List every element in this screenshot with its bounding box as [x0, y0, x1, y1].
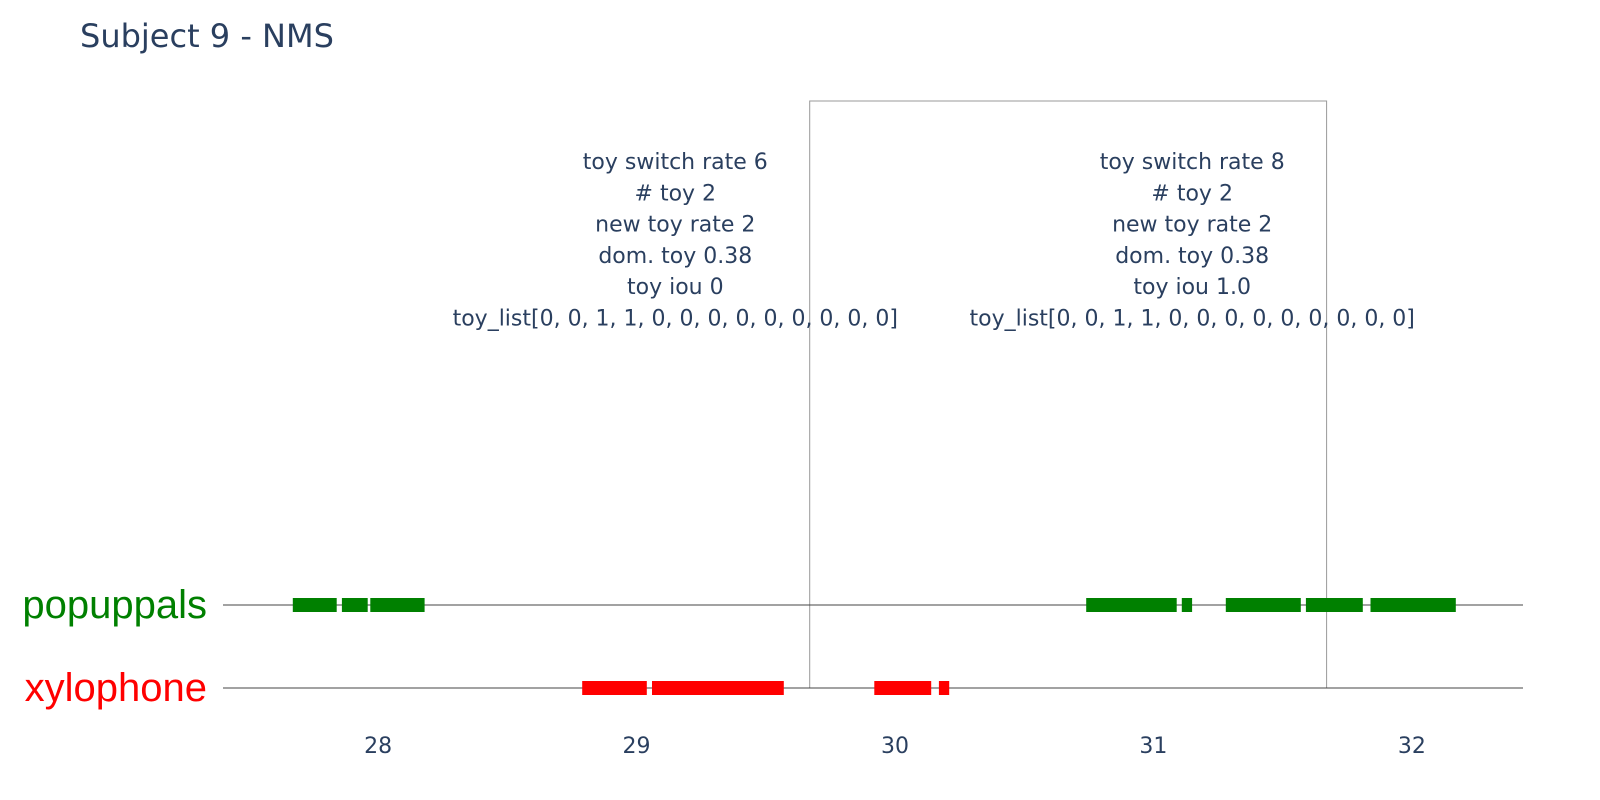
segment-popuppals-5	[1225, 598, 1301, 612]
segment-popuppals-7	[1370, 598, 1456, 612]
segment-xylophone-3	[938, 681, 950, 695]
segment-xylophone-0	[582, 681, 647, 695]
annotation-0: toy switch rate 6 # toy 2 new toy rate 2 do…	[453, 150, 898, 332]
row-label-popuppals: popuppals	[22, 583, 207, 627]
annotation-0-line-5: toy_list[0, 0, 1, 1, 0, 0, 0, 0, 0, 0, 0…	[453, 307, 898, 332]
annotation-0-line-2: new toy rate 2	[595, 213, 755, 238]
x-tick-label-31: 31	[1139, 734, 1167, 759]
annotation-1-line-1: # toy 2	[1151, 181, 1233, 206]
annotation-1: toy switch rate 8 # toy 2 new toy rate 2 do…	[970, 150, 1415, 332]
annotation-1-line-2: new toy rate 2	[1112, 213, 1272, 238]
annotation-1-line-4: toy iou 1.0	[1133, 275, 1251, 300]
segment-popuppals-1	[341, 598, 368, 612]
row-labels: popuppals xylophone	[22, 583, 207, 710]
annotation-0-line-1: # toy 2	[635, 181, 717, 206]
annotation-0-line-4: toy iou 0	[627, 275, 724, 300]
segment-popuppals-2	[370, 598, 425, 612]
chart-title: Subject 9 - NMS	[80, 17, 334, 55]
segment-popuppals-6	[1305, 598, 1363, 612]
annotation-1-line-3: dom. toy 0.38	[1115, 244, 1269, 269]
x-tick-label-29: 29	[623, 734, 651, 759]
x-tick-label-28: 28	[364, 734, 392, 759]
x-tick-label-30: 30	[881, 734, 909, 759]
segment-xylophone-1	[652, 681, 784, 695]
annotation-1-line-5: toy_list[0, 0, 1, 1, 0, 0, 0, 0, 0, 0, 0…	[970, 307, 1415, 332]
segments-layer	[292, 598, 1456, 695]
annotation-1-line-0: toy switch rate 8	[1100, 150, 1285, 175]
segment-popuppals-3	[1086, 598, 1177, 612]
segment-popuppals-0	[292, 598, 337, 612]
x-axis-ticks: 28 29 30 31 32	[364, 734, 1426, 759]
row-label-xylophone: xylophone	[25, 666, 207, 710]
segment-popuppals-4	[1181, 598, 1193, 612]
x-tick-label-32: 32	[1398, 734, 1426, 759]
annotation-0-line-0: toy switch rate 6	[583, 150, 768, 175]
annotations-layer: toy switch rate 6 # toy 2 new toy rate 2 do…	[453, 150, 1415, 332]
annotation-0-line-3: dom. toy 0.38	[598, 244, 752, 269]
segment-xylophone-2	[874, 681, 932, 695]
